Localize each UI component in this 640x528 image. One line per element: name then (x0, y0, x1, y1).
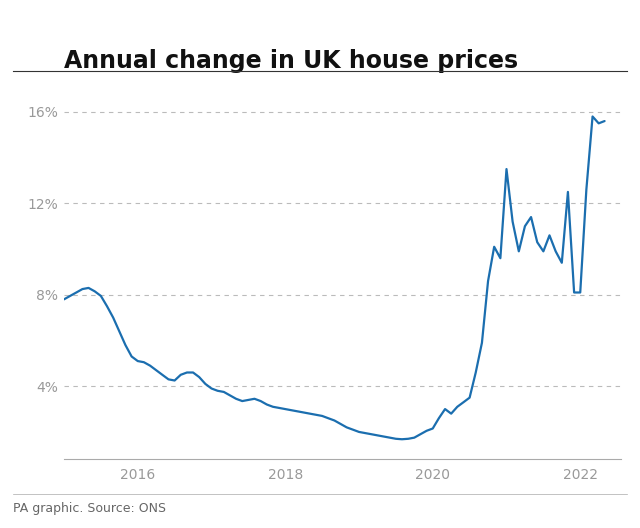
Text: Annual change in UK house prices: Annual change in UK house prices (64, 49, 518, 73)
Text: PA graphic. Source: ONS: PA graphic. Source: ONS (13, 502, 166, 515)
